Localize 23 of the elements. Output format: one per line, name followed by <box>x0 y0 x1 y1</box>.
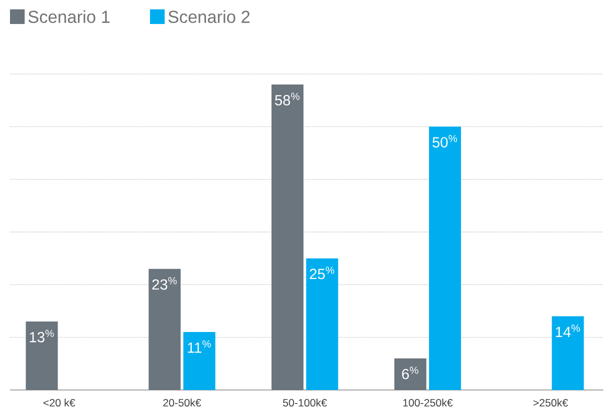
bar <box>306 258 338 390</box>
data-label: 50$^{%}$ <box>432 134 458 148</box>
x-tick-label: <20 k€ <box>44 398 76 407</box>
legend-label: Scenario 2 <box>168 10 250 24</box>
bar <box>26 322 58 390</box>
bar <box>148 268 181 390</box>
data-label: 14$^{%}$ <box>556 324 580 337</box>
x-tick-label: >250k€ <box>533 398 568 407</box>
data-label: 13$^{%}$ <box>30 330 54 342</box>
data-label: 6$^{%}$ <box>402 366 418 380</box>
bar <box>428 126 461 390</box>
data-label: 58$^{%}$ <box>275 92 300 106</box>
x-tick-label: 20-50k€ <box>163 398 202 407</box>
data-label: 11$^{%}$ <box>188 340 211 353</box>
bar <box>552 316 584 390</box>
x-tick-label: 50-100k€ <box>283 398 327 407</box>
bar <box>183 332 216 390</box>
x-tick-label: 100-250k€ <box>403 398 453 407</box>
bar <box>271 84 304 390</box>
bar <box>394 358 426 390</box>
data-label: 23$^{%}$ <box>152 277 177 290</box>
data-label: 25$^{%}$ <box>310 266 334 280</box>
legend-label: Scenario 1 <box>28 10 110 24</box>
